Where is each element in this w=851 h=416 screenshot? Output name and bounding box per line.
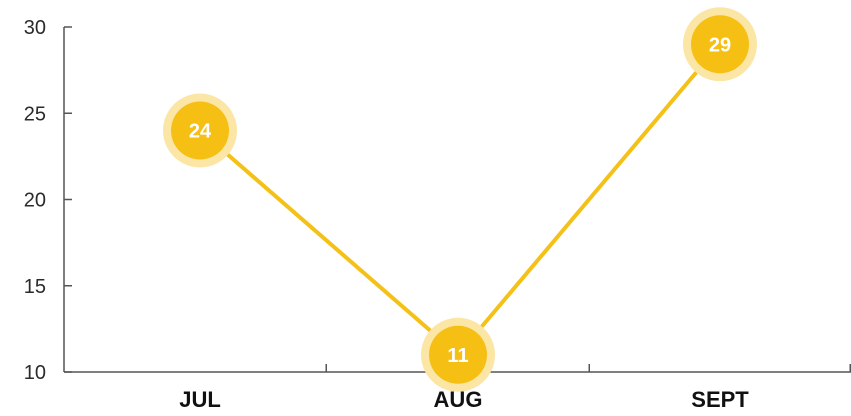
data-points: 24 11 29 <box>163 7 757 392</box>
data-label: 11 <box>447 345 468 367</box>
y-tick-label: 20 <box>24 190 46 212</box>
data-point-marker <box>691 15 749 74</box>
data-label: 29 <box>709 34 731 56</box>
x-axis-labels: JUL AUG SEPT <box>179 387 749 412</box>
series-line <box>198 42 722 357</box>
data-point-marker <box>429 325 487 384</box>
y-tick-label: 10 <box>24 362 46 384</box>
x-category-label: JUL <box>179 387 221 412</box>
series-line-path <box>198 42 722 357</box>
x-category-label: SEPT <box>691 387 749 412</box>
data-label: 24 <box>189 121 212 143</box>
y-axis-ticks: 10 15 20 25 30 <box>24 17 72 384</box>
data-point-marker <box>171 101 229 160</box>
y-tick-label: 25 <box>24 103 46 125</box>
y-tick-label: 15 <box>24 276 46 298</box>
y-tick-label: 30 <box>24 17 46 39</box>
